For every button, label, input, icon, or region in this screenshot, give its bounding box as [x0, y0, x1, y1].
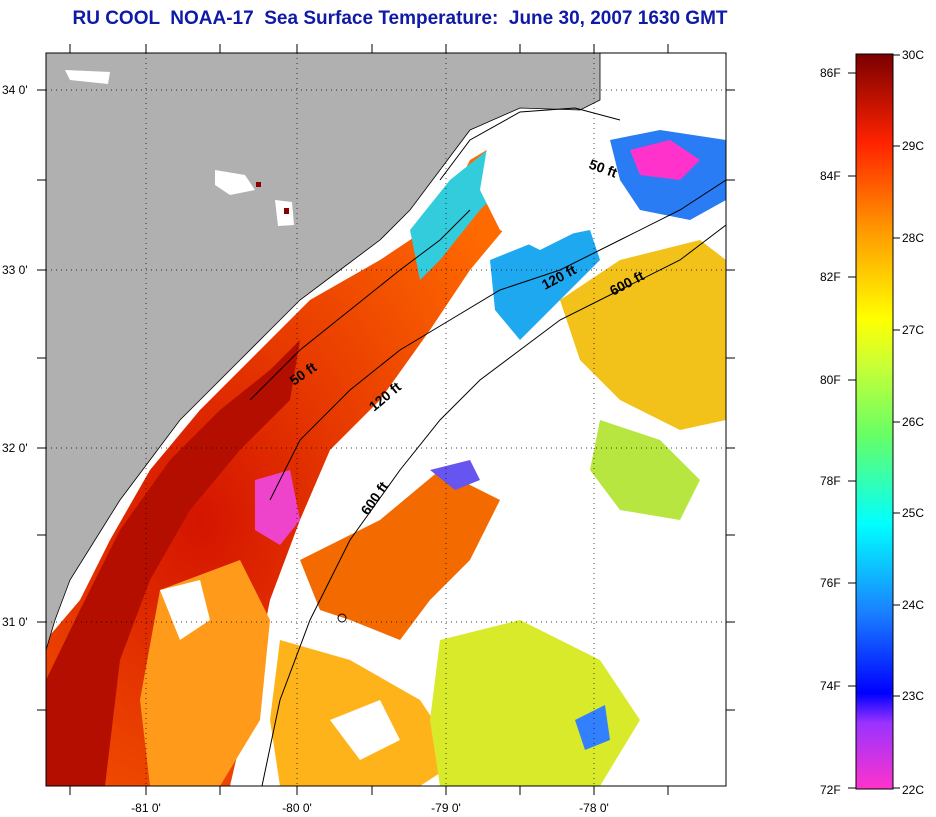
- cloud-patch: [160, 580, 210, 640]
- colorbar-f-label: 76F: [820, 576, 841, 590]
- isobath-50ft-north: [439, 107, 621, 181]
- cloud-patch: [480, 120, 610, 250]
- graticule: [46, 53, 726, 786]
- lon-label-80: -80 0': [282, 801, 312, 815]
- sst-map: [46, 53, 726, 786]
- cloud-patch: [330, 700, 400, 760]
- colorbar-f-label: 72F: [820, 783, 841, 797]
- offshore-green-patch: [590, 420, 700, 520]
- colorbar-c-label: 29C: [902, 139, 924, 153]
- colorbar-c-label: 26C: [902, 415, 924, 429]
- lon-label-78: -78 0': [579, 801, 609, 815]
- lat-label-31: 31 0': [2, 615, 28, 629]
- offshore-cold-spot: [430, 460, 480, 490]
- land-mass: [46, 53, 601, 651]
- isobath-120ft: [269, 179, 726, 501]
- gulf-stream-warm-patch: [560, 240, 726, 430]
- colorbar-c-label: 30C: [902, 48, 924, 62]
- lat-label-34: 34 0': [2, 83, 28, 97]
- southern-cold-spot: [575, 705, 610, 750]
- inland-lake: [215, 170, 255, 195]
- isobath-50ft-south: [249, 209, 471, 401]
- cool-upwelling-patch: [490, 230, 600, 340]
- colorbar-f-label: 86F: [820, 66, 841, 80]
- colorbar-c-label: 23C: [902, 689, 924, 703]
- inland-warm-pixel: [256, 182, 261, 187]
- nearshore-cold-spot: [255, 470, 300, 545]
- colorbar-f-label: 78F: [820, 474, 841, 488]
- isobath-600ft: [261, 224, 726, 786]
- inland-lake: [65, 70, 110, 84]
- lat-label-33: 33 0': [2, 263, 28, 277]
- colorbar-gradient: [855, 53, 894, 790]
- colorbar-c-label: 27C: [902, 323, 924, 337]
- axis-ticks: [37, 44, 735, 795]
- coldest-water-patch: [630, 140, 700, 180]
- colorbar-f-label: 74F: [820, 679, 841, 693]
- colorbar-c-label: 22C: [902, 783, 924, 797]
- hot-nearshore-water: [46, 340, 300, 786]
- offshore-warm-patch: [300, 470, 500, 640]
- colorbar-f-label: 82F: [820, 270, 841, 284]
- map-title: RU COOL NOAA-17 Sea Surface Temperature:…: [72, 8, 728, 29]
- inland-warm-pixel: [284, 208, 289, 214]
- map-frame: [45, 52, 727, 787]
- colorbar-ticks: [848, 54, 900, 789]
- colorbar-c-label: 25C: [902, 506, 924, 520]
- lon-label-81: -81 0': [131, 801, 161, 815]
- cloud-patch: [460, 360, 620, 450]
- colorbar-c-label: 28C: [902, 231, 924, 245]
- colorbar-f-label: 80F: [820, 373, 841, 387]
- colorbar-f-label: 84F: [820, 169, 841, 183]
- temperature-colorbar: 86F 84F 82F 80F 78F 76F 74F 72F 30C 29C …: [820, 48, 924, 797]
- colorbar-c-label: 24C: [902, 598, 924, 612]
- lon-label-79: -79 0': [431, 801, 461, 815]
- lat-label-32: 32 0': [2, 441, 28, 455]
